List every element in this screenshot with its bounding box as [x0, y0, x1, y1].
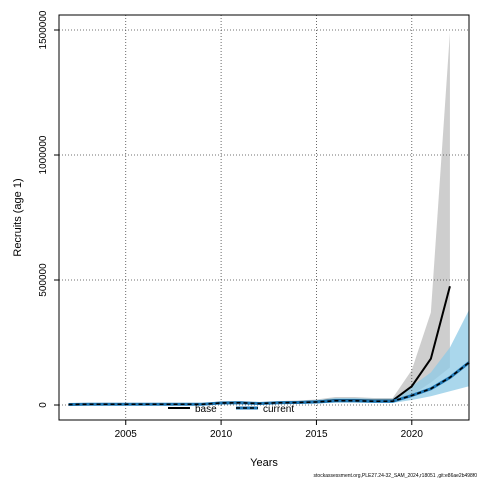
x-tick-label: 2010: [210, 429, 233, 440]
series-lines: [68, 285, 470, 406]
legend-label-current: current: [263, 404, 294, 415]
y-tick-label: 500000: [38, 263, 49, 297]
grid-lines: [59, 15, 469, 420]
plot-frame: [58, 14, 470, 421]
x-tick-label: 2020: [401, 429, 424, 440]
ci-band-base: [68, 32, 450, 405]
x-axis: 2005 2010 2015 2020: [115, 420, 424, 440]
legend-label-base: base: [195, 404, 217, 415]
series-line-current: [68, 361, 470, 406]
y-tick-label: 0: [38, 402, 49, 408]
source-footer: stockassessment.org,PLE27.24-32_SAM_2024…: [314, 473, 478, 479]
x-tick-label: 2015: [305, 429, 328, 440]
y-axis: 0 500000 1000000 1500000: [38, 10, 59, 408]
legend: base current: [168, 404, 294, 415]
ci-band-current: [68, 310, 469, 405]
y-tick-label: 1000000: [38, 135, 49, 174]
y-tick-label: 1500000: [38, 10, 49, 49]
confidence-bands: [68, 32, 469, 405]
x-axis-title: Years: [250, 457, 278, 469]
y-axis-title: Recruits (age 1): [12, 178, 24, 256]
x-tick-label: 2005: [115, 429, 138, 440]
